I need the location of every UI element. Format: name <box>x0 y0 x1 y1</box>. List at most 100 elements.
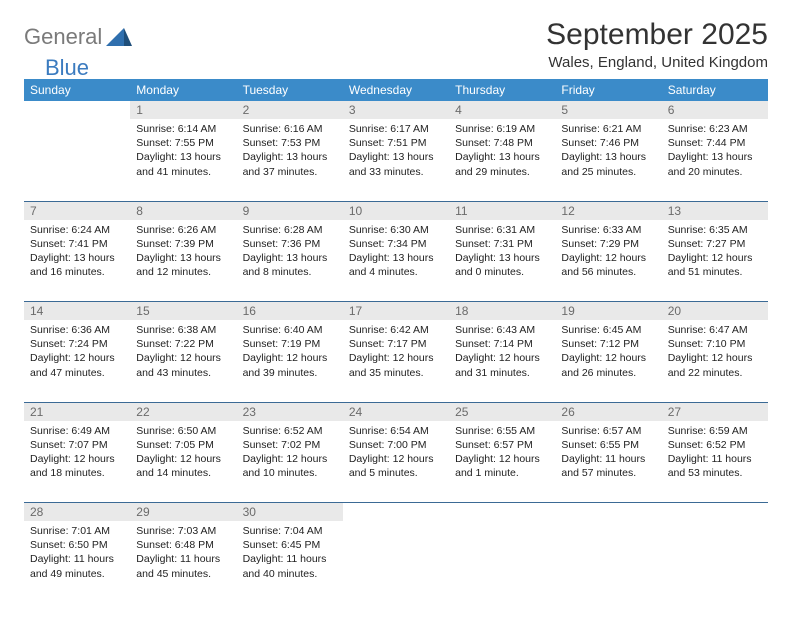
day-cell <box>343 521 449 603</box>
day-number-cell: 25 <box>449 402 555 421</box>
day-content-row: Sunrise: 6:36 AMSunset: 7:24 PMDaylight:… <box>24 320 768 402</box>
brand-logo: General <box>24 24 134 50</box>
day-number-cell <box>343 503 449 522</box>
day-cell: Sunrise: 6:31 AMSunset: 7:31 PMDaylight:… <box>449 220 555 302</box>
day-number-cell: 11 <box>449 201 555 220</box>
day-info: Sunrise: 7:03 AMSunset: 6:48 PMDaylight:… <box>130 521 236 587</box>
day-number-cell: 4 <box>449 101 555 119</box>
day-info: Sunrise: 6:28 AMSunset: 7:36 PMDaylight:… <box>237 220 343 286</box>
day-number-cell: 22 <box>130 402 236 421</box>
day-info: Sunrise: 6:42 AMSunset: 7:17 PMDaylight:… <box>343 320 449 386</box>
weekday-header: Friday <box>555 79 661 101</box>
day-info: Sunrise: 6:23 AMSunset: 7:44 PMDaylight:… <box>662 119 768 185</box>
day-number-cell: 6 <box>662 101 768 119</box>
day-number-cell: 19 <box>555 302 661 321</box>
day-number-cell: 20 <box>662 302 768 321</box>
day-info: Sunrise: 6:59 AMSunset: 6:52 PMDaylight:… <box>662 421 768 487</box>
day-info: Sunrise: 6:45 AMSunset: 7:12 PMDaylight:… <box>555 320 661 386</box>
day-number-cell: 27 <box>662 402 768 421</box>
day-number-row: 123456 <box>24 101 768 119</box>
day-cell: Sunrise: 6:36 AMSunset: 7:24 PMDaylight:… <box>24 320 130 402</box>
day-number-cell <box>555 503 661 522</box>
day-cell: Sunrise: 6:26 AMSunset: 7:39 PMDaylight:… <box>130 220 236 302</box>
day-info: Sunrise: 6:33 AMSunset: 7:29 PMDaylight:… <box>555 220 661 286</box>
day-number-cell: 14 <box>24 302 130 321</box>
day-info: Sunrise: 6:36 AMSunset: 7:24 PMDaylight:… <box>24 320 130 386</box>
day-cell: Sunrise: 6:30 AMSunset: 7:34 PMDaylight:… <box>343 220 449 302</box>
day-info: Sunrise: 6:24 AMSunset: 7:41 PMDaylight:… <box>24 220 130 286</box>
weekday-header: Monday <box>130 79 236 101</box>
day-content-row: Sunrise: 7:01 AMSunset: 6:50 PMDaylight:… <box>24 521 768 603</box>
brand-triangle-icon <box>106 28 132 51</box>
weekday-header: Thursday <box>449 79 555 101</box>
day-number-cell: 15 <box>130 302 236 321</box>
day-cell: Sunrise: 6:43 AMSunset: 7:14 PMDaylight:… <box>449 320 555 402</box>
day-info: Sunrise: 6:54 AMSunset: 7:00 PMDaylight:… <box>343 421 449 487</box>
day-info: Sunrise: 6:26 AMSunset: 7:39 PMDaylight:… <box>130 220 236 286</box>
brand-part2: Blue <box>45 55 89 81</box>
day-number-cell: 1 <box>130 101 236 119</box>
calendar-table: Sunday Monday Tuesday Wednesday Thursday… <box>24 79 768 603</box>
day-cell: Sunrise: 6:40 AMSunset: 7:19 PMDaylight:… <box>237 320 343 402</box>
day-number-cell: 26 <box>555 402 661 421</box>
day-number-cell: 9 <box>237 201 343 220</box>
day-cell: Sunrise: 7:04 AMSunset: 6:45 PMDaylight:… <box>237 521 343 603</box>
day-number-cell: 12 <box>555 201 661 220</box>
day-number-cell <box>24 101 130 119</box>
day-cell: Sunrise: 6:16 AMSunset: 7:53 PMDaylight:… <box>237 119 343 201</box>
day-number-cell: 13 <box>662 201 768 220</box>
weekday-header: Tuesday <box>237 79 343 101</box>
day-number-cell: 18 <box>449 302 555 321</box>
weekday-header: Saturday <box>662 79 768 101</box>
day-info: Sunrise: 7:04 AMSunset: 6:45 PMDaylight:… <box>237 521 343 587</box>
day-cell: Sunrise: 6:54 AMSunset: 7:00 PMDaylight:… <box>343 421 449 503</box>
location-text: Wales, England, United Kingdom <box>546 54 768 71</box>
day-cell: Sunrise: 6:47 AMSunset: 7:10 PMDaylight:… <box>662 320 768 402</box>
day-content-row: Sunrise: 6:24 AMSunset: 7:41 PMDaylight:… <box>24 220 768 302</box>
day-cell: Sunrise: 6:59 AMSunset: 6:52 PMDaylight:… <box>662 421 768 503</box>
day-number-row: 14151617181920 <box>24 302 768 321</box>
day-number-cell: 7 <box>24 201 130 220</box>
day-number-cell: 2 <box>237 101 343 119</box>
day-info: Sunrise: 6:47 AMSunset: 7:10 PMDaylight:… <box>662 320 768 386</box>
day-cell: Sunrise: 7:03 AMSunset: 6:48 PMDaylight:… <box>130 521 236 603</box>
day-number-cell <box>449 503 555 522</box>
day-number-cell: 29 <box>130 503 236 522</box>
day-info: Sunrise: 6:49 AMSunset: 7:07 PMDaylight:… <box>24 421 130 487</box>
day-cell: Sunrise: 6:49 AMSunset: 7:07 PMDaylight:… <box>24 421 130 503</box>
day-info: Sunrise: 6:14 AMSunset: 7:55 PMDaylight:… <box>130 119 236 185</box>
day-info: Sunrise: 6:38 AMSunset: 7:22 PMDaylight:… <box>130 320 236 386</box>
day-cell: Sunrise: 6:38 AMSunset: 7:22 PMDaylight:… <box>130 320 236 402</box>
day-number-cell <box>662 503 768 522</box>
page: General September 2025 Wales, England, U… <box>0 0 792 621</box>
day-number-row: 78910111213 <box>24 201 768 220</box>
day-content-row: Sunrise: 6:14 AMSunset: 7:55 PMDaylight:… <box>24 119 768 201</box>
day-number-cell: 24 <box>343 402 449 421</box>
day-number-cell: 21 <box>24 402 130 421</box>
day-cell: Sunrise: 6:52 AMSunset: 7:02 PMDaylight:… <box>237 421 343 503</box>
day-cell: Sunrise: 6:42 AMSunset: 7:17 PMDaylight:… <box>343 320 449 402</box>
day-cell: Sunrise: 6:14 AMSunset: 7:55 PMDaylight:… <box>130 119 236 201</box>
day-info: Sunrise: 6:16 AMSunset: 7:53 PMDaylight:… <box>237 119 343 185</box>
day-info: Sunrise: 6:43 AMSunset: 7:14 PMDaylight:… <box>449 320 555 386</box>
day-info: Sunrise: 6:35 AMSunset: 7:27 PMDaylight:… <box>662 220 768 286</box>
day-info: Sunrise: 6:21 AMSunset: 7:46 PMDaylight:… <box>555 119 661 185</box>
day-info: Sunrise: 6:31 AMSunset: 7:31 PMDaylight:… <box>449 220 555 286</box>
month-title: September 2025 <box>546 18 768 52</box>
day-cell: Sunrise: 6:57 AMSunset: 6:55 PMDaylight:… <box>555 421 661 503</box>
day-info: Sunrise: 6:52 AMSunset: 7:02 PMDaylight:… <box>237 421 343 487</box>
weekday-header-row: Sunday Monday Tuesday Wednesday Thursday… <box>24 79 768 101</box>
brand-part1: General <box>24 24 102 50</box>
day-number-cell: 17 <box>343 302 449 321</box>
day-number-cell: 3 <box>343 101 449 119</box>
day-cell: Sunrise: 6:17 AMSunset: 7:51 PMDaylight:… <box>343 119 449 201</box>
day-number-cell: 10 <box>343 201 449 220</box>
weekday-header: Sunday <box>24 79 130 101</box>
day-cell: Sunrise: 6:21 AMSunset: 7:46 PMDaylight:… <box>555 119 661 201</box>
day-cell: Sunrise: 6:55 AMSunset: 6:57 PMDaylight:… <box>449 421 555 503</box>
day-info: Sunrise: 6:50 AMSunset: 7:05 PMDaylight:… <box>130 421 236 487</box>
day-cell <box>555 521 661 603</box>
day-cell: Sunrise: 6:35 AMSunset: 7:27 PMDaylight:… <box>662 220 768 302</box>
day-cell <box>662 521 768 603</box>
day-cell: Sunrise: 6:23 AMSunset: 7:44 PMDaylight:… <box>662 119 768 201</box>
